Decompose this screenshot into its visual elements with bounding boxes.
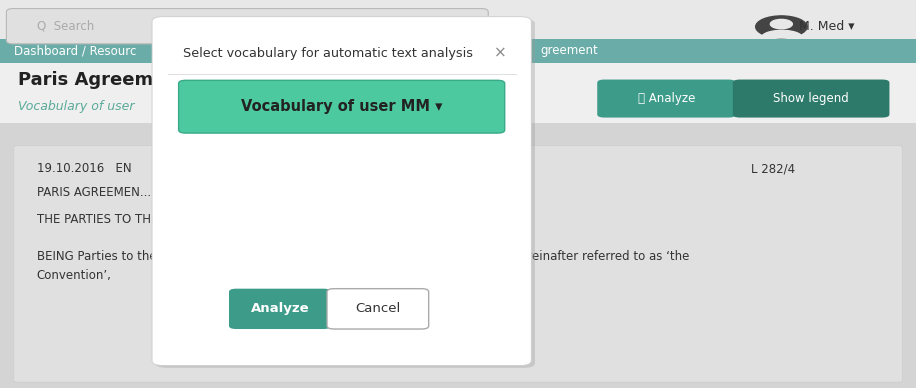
- Text: M. Med ▾: M. Med ▾: [799, 20, 855, 33]
- Text: Vocabulary of user: Vocabulary of user: [18, 100, 135, 113]
- FancyBboxPatch shape: [156, 19, 535, 368]
- FancyBboxPatch shape: [229, 289, 331, 329]
- Circle shape: [756, 16, 807, 38]
- Text: ×: ×: [494, 46, 507, 61]
- Text: Show legend: Show legend: [773, 92, 849, 105]
- Text: Vocabulary of user MM ▾: Vocabulary of user MM ▾: [241, 99, 442, 114]
- Text: THE PARTIES TO THIS AGREEMENT,: THE PARTIES TO THIS AGREEMENT,: [37, 213, 242, 226]
- Text: Paris Agreemer: Paris Agreemer: [18, 71, 175, 89]
- Text: 19.10.2016   EN: 19.10.2016 EN: [37, 162, 131, 175]
- Text: greement: greement: [540, 44, 598, 57]
- Text: Select vocabulary for automatic text analysis: Select vocabulary for automatic text ana…: [183, 47, 474, 60]
- Bar: [0, 0, 916, 53]
- Bar: [0, 63, 916, 388]
- Text: Q  Search: Q Search: [37, 20, 93, 33]
- FancyBboxPatch shape: [152, 17, 531, 365]
- FancyBboxPatch shape: [327, 289, 429, 329]
- Text: Cancel: Cancel: [355, 302, 400, 315]
- Text: BEING Parties to the United Nations Framework Convention on Climate Change, here: BEING Parties to the United Nations Fram…: [37, 249, 689, 263]
- Text: PARIS AGREEMEN...: PARIS AGREEMEN...: [37, 185, 151, 199]
- FancyBboxPatch shape: [733, 80, 889, 118]
- Text: 📋 Analyze: 📋 Analyze: [638, 92, 695, 105]
- FancyBboxPatch shape: [14, 146, 902, 382]
- Circle shape: [770, 19, 792, 29]
- FancyBboxPatch shape: [179, 80, 505, 133]
- Text: Convention’,: Convention’,: [37, 269, 112, 282]
- Bar: [0, 39, 916, 63]
- Text: Dashboard / Resourc: Dashboard / Resourc: [14, 44, 136, 57]
- FancyBboxPatch shape: [6, 9, 488, 44]
- FancyBboxPatch shape: [597, 80, 736, 118]
- Text: L 282/4: L 282/4: [751, 162, 795, 175]
- Text: Analyze: Analyze: [250, 302, 310, 315]
- Bar: [0, 63, 916, 123]
